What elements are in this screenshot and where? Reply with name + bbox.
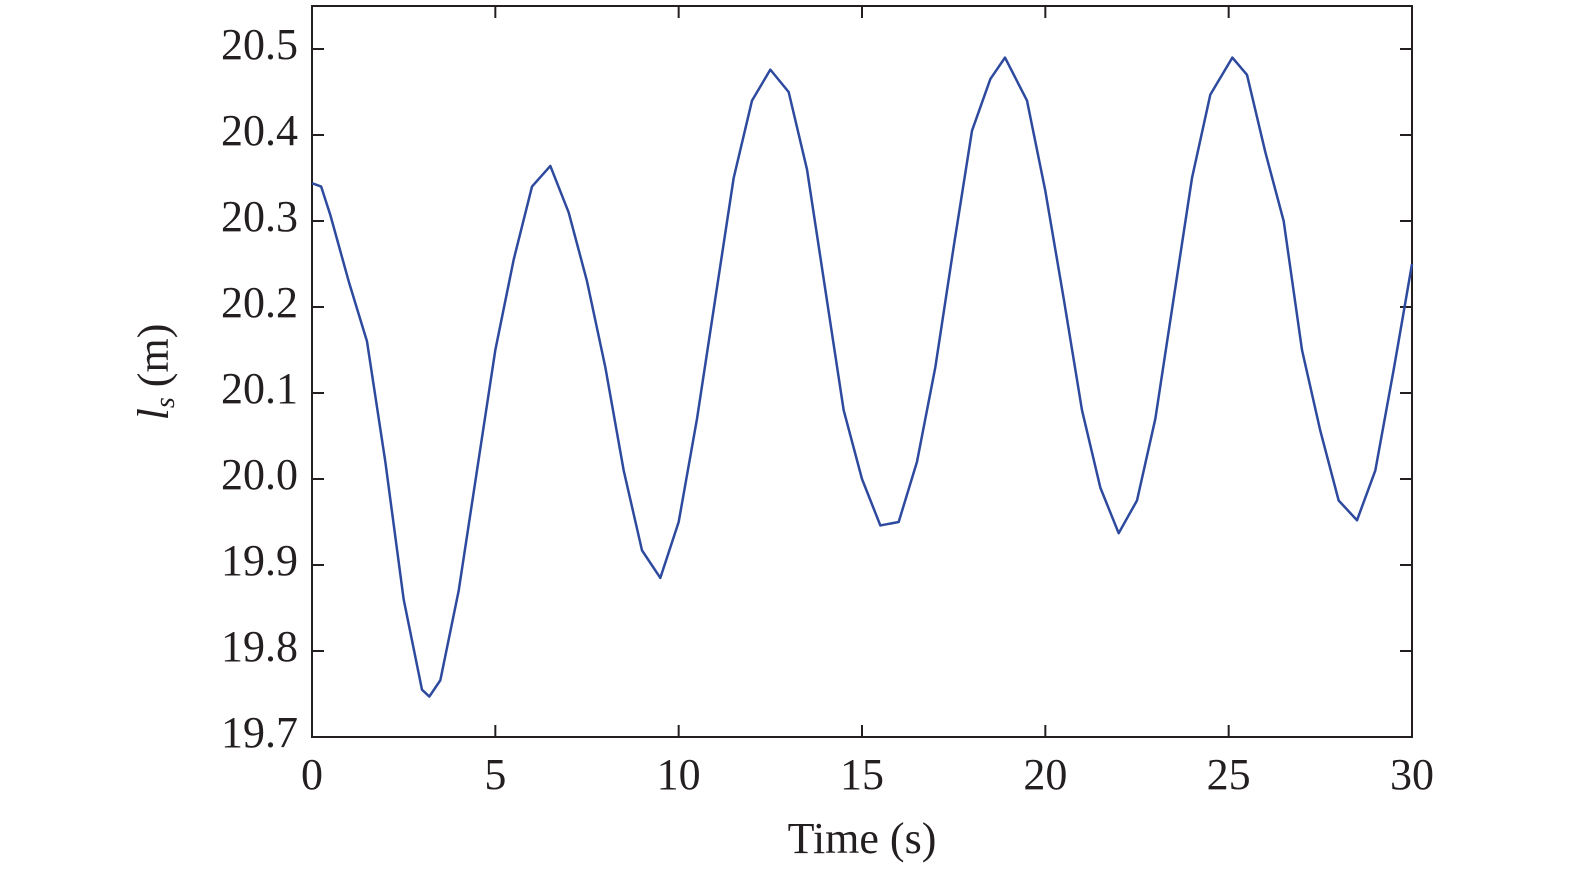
x-tick-label: 10 xyxy=(657,750,701,799)
data-line xyxy=(311,56,1414,698)
x-tick-label: 30 xyxy=(1390,750,1434,799)
x-tick-label: 20 xyxy=(1023,750,1067,799)
y-tick-label: 20.2 xyxy=(221,278,298,327)
y-tick-label: 19.8 xyxy=(221,622,298,671)
x-tick-label: 0 xyxy=(301,750,323,799)
x-tick-label: 5 xyxy=(484,750,506,799)
y-tick-label: 20.1 xyxy=(221,364,298,413)
y-axis-symbol: l xyxy=(129,408,178,420)
y-tick-label: 20.0 xyxy=(221,450,298,499)
y-axis-unit: (m) xyxy=(129,324,178,388)
y-tick-label: 20.4 xyxy=(221,106,298,155)
x-tick-label: 25 xyxy=(1207,750,1251,799)
x-tick-label: 15 xyxy=(840,750,884,799)
y-axis-label: ls (m) xyxy=(129,324,181,421)
x-axis-label: Time (s) xyxy=(788,814,937,863)
y-axis-subscript: s xyxy=(150,397,181,408)
plot-frame xyxy=(311,5,1413,738)
y-tick-label: 19.7 xyxy=(221,708,298,757)
y-tick-label: 20.3 xyxy=(221,192,298,241)
y-tick-label: 19.9 xyxy=(221,536,298,585)
y-tick-label: 20.5 xyxy=(221,20,298,69)
